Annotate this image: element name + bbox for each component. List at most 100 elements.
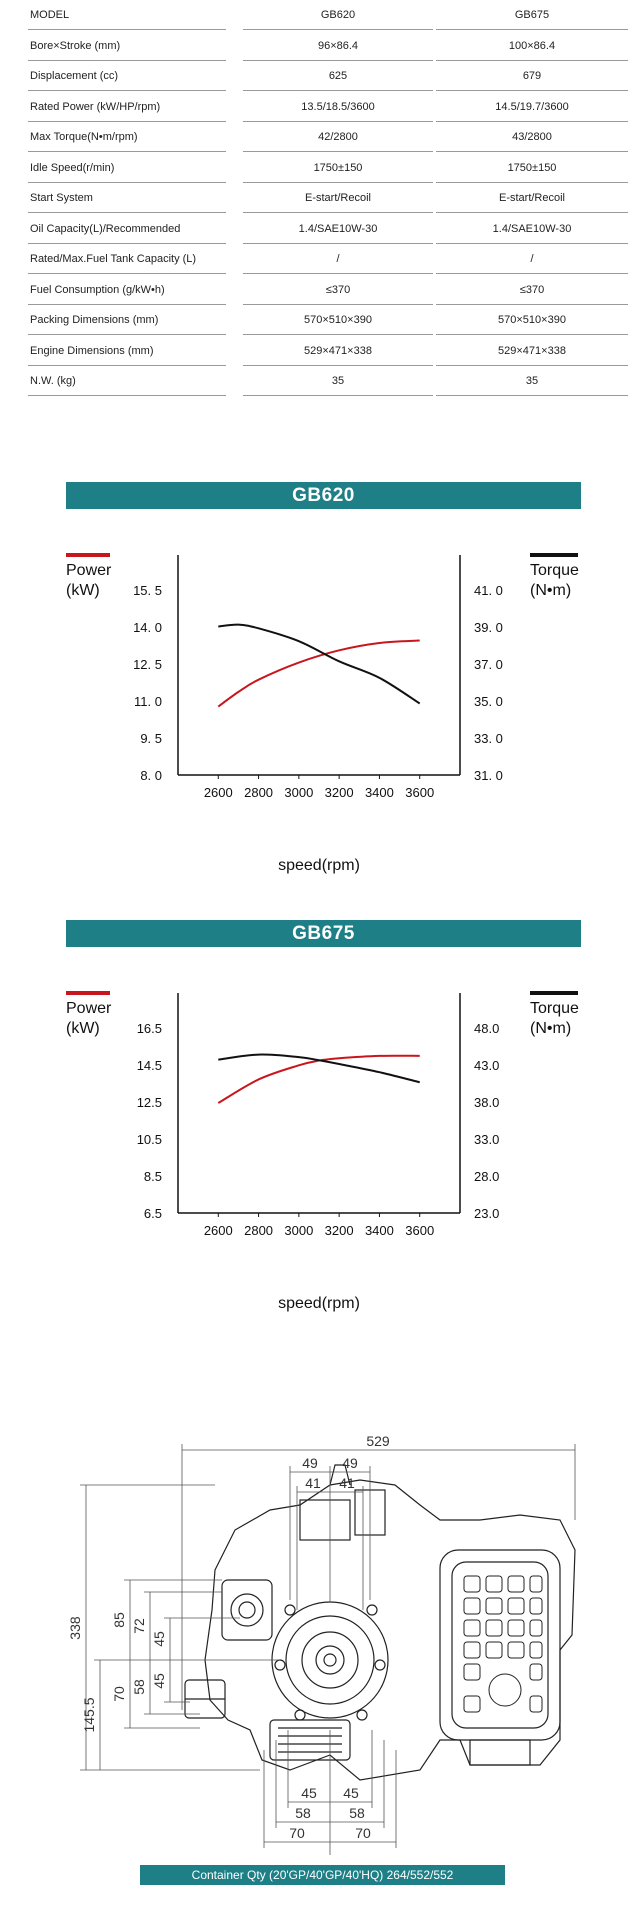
row-divider [28, 395, 226, 396]
row-divider [243, 29, 433, 30]
spec-label: N.W. (kg) [30, 375, 76, 387]
right-tick-label: 23.0 [474, 1206, 499, 1221]
x-tick-label: 2800 [244, 1223, 273, 1238]
spec-row: Displacement (cc) 625 679 [0, 61, 640, 91]
spec-value: 35 [525, 375, 539, 387]
right-tick-label: 39. 0 [474, 620, 503, 635]
row-divider [436, 364, 628, 366]
row-divider [28, 212, 226, 213]
spec-value: 679 [522, 70, 542, 82]
row-divider [436, 242, 628, 244]
row-divider [243, 59, 433, 61]
spec-row: Packing Dimensions (mm) 570×510×390 570×51… [0, 305, 640, 335]
row-divider [243, 303, 433, 305]
spec-label: Fuel Consumption (g/kW•h) [30, 283, 165, 296]
left-tick-label: 15. 5 [133, 583, 162, 598]
spec-value: 1750±150 [507, 161, 557, 174]
dimension-label: 70 [289, 1825, 305, 1841]
spec-label: Bore×Stroke (mm) [30, 39, 121, 52]
spec-row: Max Torque(N•m/rpm) 42/2800 43/2800 [0, 122, 640, 152]
spec-value: 1750±150 [313, 161, 363, 174]
dimension-label: 72 [131, 1618, 147, 1634]
spec-value: 35 [331, 375, 345, 387]
chart-title-gb620: GB620 [66, 482, 581, 509]
spec-row: Rated/Max.Fuel Tank Capacity (L) / / [0, 244, 640, 274]
power-curve [217, 639, 420, 708]
row-divider [436, 181, 628, 183]
torque-curve [218, 623, 421, 705]
row-divider [28, 364, 226, 366]
right-tick-label: 37. 0 [474, 657, 503, 672]
row-divider [436, 334, 628, 335]
chart-gb675: 16.5 14.5 12.5 10.5 8.5 6.5 48.0 43.0 38.0 33.0 28… [0, 953, 640, 1323]
dimension-label: 58 [349, 1805, 365, 1821]
spec-label: Rated/Max.Fuel Tank Capacity (L) [30, 253, 197, 265]
dimension-label: 45 [343, 1785, 359, 1801]
right-tick-label: 38.0 [474, 1095, 499, 1110]
right-axis-label: Torque [530, 562, 579, 579]
spec-value: / [336, 253, 340, 265]
left-tick-label: 6.5 [144, 1206, 162, 1221]
x-tick-label: 3200 [325, 785, 354, 800]
left-tick-label: 8.5 [144, 1169, 162, 1184]
spec-value: 14.5/19.7/3600 [495, 100, 569, 113]
left-tick-label: 8. 0 [140, 768, 162, 783]
row-divider [243, 364, 433, 366]
left-axis-unit: (kW) [66, 1020, 100, 1037]
right-tick-label: 35. 0 [474, 694, 503, 709]
row-divider [28, 303, 226, 305]
right-tick-label: 31. 0 [474, 768, 503, 783]
row-divider [436, 120, 628, 122]
row-divider [243, 151, 433, 152]
dimension-label: 45 [151, 1631, 167, 1647]
spec-value: 529×471×338 [498, 344, 566, 357]
row-divider [436, 303, 628, 305]
row-divider [28, 151, 226, 152]
x-tick-label: 2600 [204, 785, 233, 800]
spec-value: / [530, 253, 534, 265]
spec-value: 96×86.4 [317, 39, 359, 52]
left-tick-label: 14.5 [137, 1058, 162, 1073]
spec-row: Engine Dimensions (mm) 529×471×338 529×471… [0, 336, 640, 366]
x-axis-label: speed(rpm) [278, 1295, 360, 1312]
spec-label: Engine Dimensions (mm) [30, 344, 154, 357]
dimension-label: 85 [111, 1612, 127, 1628]
x-tick-label: 2600 [204, 1223, 233, 1238]
engine-dimension-drawing: 529 49 49 41 41 338 145.5 85 72 45 70 58 45 45 45 58 58 7… [0, 1410, 640, 1860]
row-divider [28, 242, 226, 244]
row-divider [436, 29, 628, 30]
spec-value: GB620 [320, 9, 356, 21]
left-tick-label: 11. 0 [134, 694, 162, 709]
x-tick-label: 3200 [325, 1223, 354, 1238]
spec-value: E-start/Recoil [304, 192, 372, 204]
row-divider [436, 395, 628, 396]
left-tick-label: 12. 5 [133, 657, 162, 672]
row-divider [243, 273, 433, 274]
dimension-label: 529 [366, 1433, 390, 1449]
spec-value: ≤370 [325, 283, 351, 296]
spec-row: Bore×Stroke (mm) 96×86.4 100×86.4 [0, 31, 640, 61]
spec-value: 1.4/SAE10W-30 [492, 222, 572, 235]
x-tick-label: 3400 [365, 1223, 394, 1238]
container-qty-bar: Container Qty (20'GP/40'GP/40'HQ) 264/55… [140, 1865, 505, 1885]
spec-header-row: MODEL GB620 GB675 [0, 0, 640, 30]
spec-label: MODEL [30, 9, 70, 21]
right-tick-label: 43.0 [474, 1058, 499, 1073]
row-divider [243, 120, 433, 122]
chart-gb675-svg: 16.5 14.5 12.5 10.5 8.5 6.5 48.0 43.0 38.0 33.0 28… [66, 991, 579, 1312]
spec-label: Max Torque(N•m/rpm) [30, 131, 138, 143]
spec-value: 13.5/18.5/3600 [301, 100, 375, 113]
dimension-label: 58 [295, 1805, 311, 1821]
left-tick-label: 12.5 [137, 1095, 162, 1110]
right-tick-label: 28.0 [474, 1169, 499, 1184]
x-axis-label: speed(rpm) [278, 857, 360, 874]
spec-value: 1.4/SAE10W-30 [298, 222, 378, 235]
chart-gb620: 15. 5 14. 0 12. 5 11. 0 9. 5 8. 0 41. 0 39. 0 37… [0, 515, 640, 885]
dimension-label: 145.5 [81, 1697, 97, 1732]
row-divider [28, 120, 226, 122]
dimension-label: 41 [339, 1475, 355, 1491]
spec-row: Start System E-start/Recoil E-start/Recoil [0, 183, 640, 213]
right-tick-label: 48.0 [474, 1021, 499, 1036]
spec-row: N.W. (kg) 35 35 [0, 366, 640, 396]
